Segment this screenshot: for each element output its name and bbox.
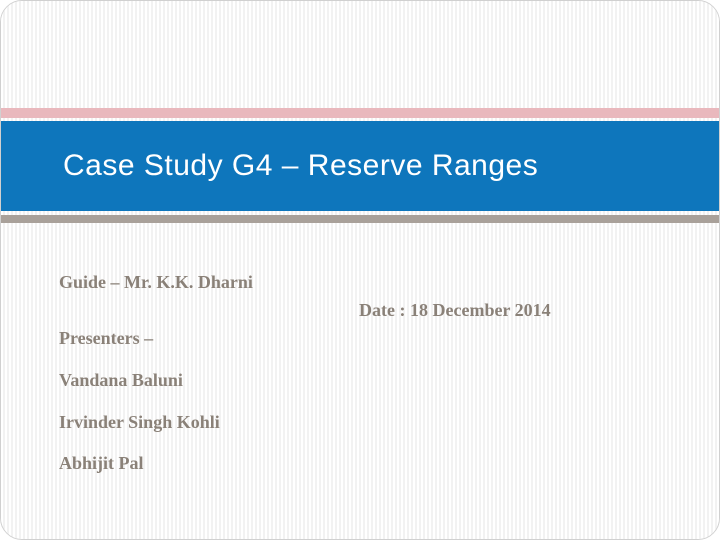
slide: Case Study G4 – Reserve Ranges Guide – M… (0, 0, 720, 540)
spacer (59, 395, 661, 409)
body-area: Guide – Mr. K.K. Dharni Date : 18 Decemb… (59, 269, 661, 478)
title-band: Case Study G4 – Reserve Ranges (1, 121, 719, 211)
presenter-3: Abhijit Pal (59, 450, 661, 478)
guide-line: Guide – Mr. K.K. Dharni (59, 269, 661, 297)
presenter-1: Vandana Baluni (59, 367, 661, 395)
spacer (59, 353, 661, 367)
spacer (59, 436, 661, 450)
accent-stripe-bottom (1, 215, 719, 223)
presenter-2: Irvinder Singh Kohli (59, 409, 661, 437)
slide-title: Case Study G4 – Reserve Ranges (63, 149, 538, 183)
date-line: Date : 18 December 2014 (59, 297, 661, 325)
accent-stripe-top (1, 108, 719, 118)
presenters-label: Presenters – (59, 325, 661, 353)
